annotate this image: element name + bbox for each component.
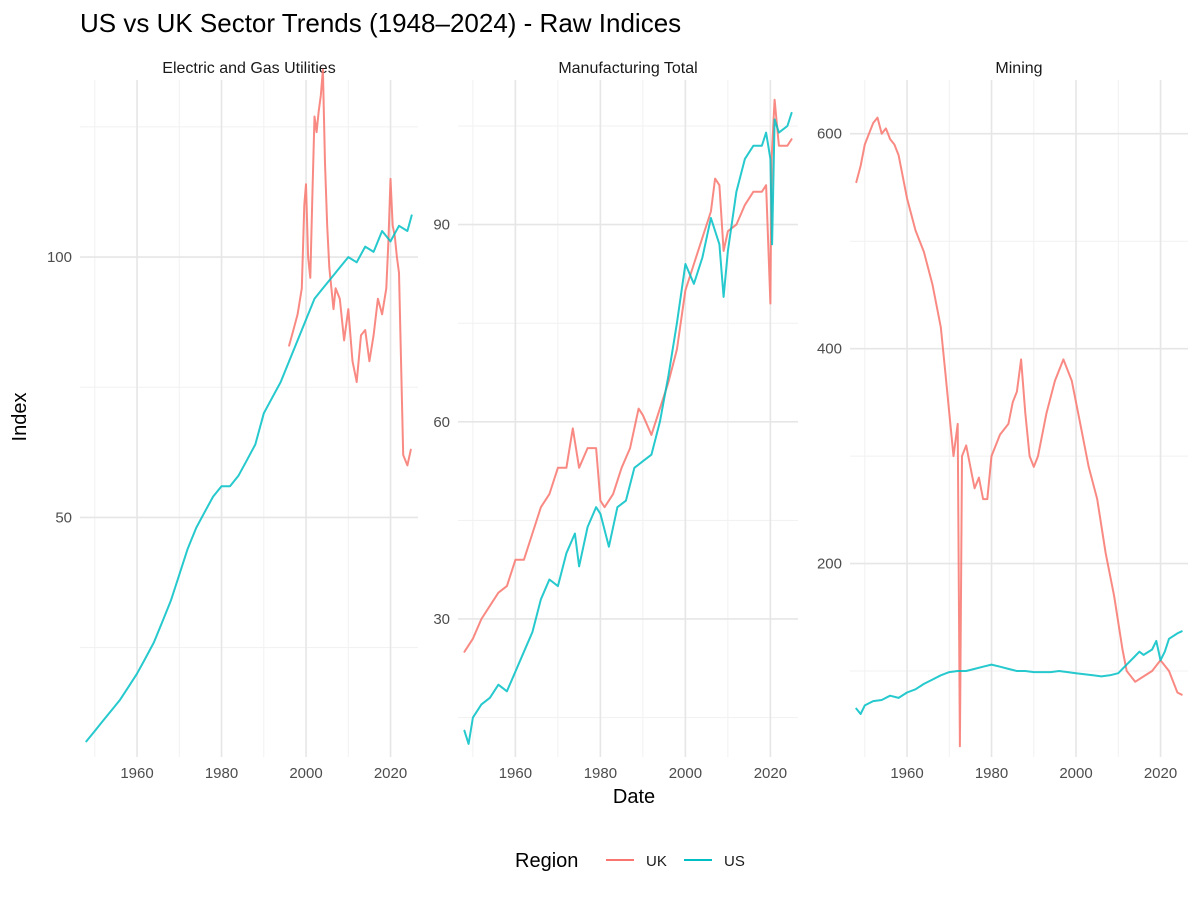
facet-title: Electric and Gas Utilities (162, 60, 335, 77)
legend-title: Region (515, 850, 578, 872)
x-tick-label: 2000 (669, 765, 702, 782)
facet-panel-1: Electric and Gas Utilities 1960 1980 2000 20… (47, 60, 418, 782)
facet-panel-3: Mining 1960 1980 2000 2020 200 400 600 (817, 60, 1188, 782)
y-tick-label: 100 (47, 249, 72, 266)
x-tick-label: 1960 (120, 765, 153, 782)
y-tick-label: 30 (433, 611, 450, 628)
series-line-uk (288, 68, 412, 467)
series-line-us (463, 111, 793, 745)
series-line-uk (855, 116, 1183, 748)
facet-panels: Electric and Gas Utilities 1960 1980 2000 20… (47, 60, 1188, 782)
x-tick-label: 2020 (374, 765, 407, 782)
x-tick-label: 1980 (205, 765, 238, 782)
x-tick-label: 1980 (584, 765, 617, 782)
y-tick-label: 90 (433, 217, 450, 234)
legend-label-uk: UK (646, 853, 667, 870)
facet-title: Manufacturing Total (558, 60, 697, 77)
series-line-us (85, 214, 413, 743)
y-tick-label: 200 (817, 556, 842, 573)
y-tick-label: 400 (817, 341, 842, 358)
legend-label-us: US (724, 853, 745, 870)
chart-title: US vs UK Sector Trends (1948–2024) - Raw… (80, 8, 681, 38)
facet-panel-2: Manufacturing Total 1960 1980 2000 2020 30 60 9… (433, 60, 798, 782)
legend: Region UK US (515, 850, 745, 872)
x-tick-label: 1960 (890, 765, 923, 782)
x-tick-label: 2020 (754, 765, 787, 782)
series-line-us (855, 630, 1183, 715)
x-tick-label: 2020 (1144, 765, 1177, 782)
x-tick-label: 2000 (1059, 765, 1092, 782)
x-tick-label: 2000 (289, 765, 322, 782)
x-axis-title: Date (613, 786, 655, 808)
y-tick-label: 50 (55, 509, 72, 526)
x-tick-label: 1960 (499, 765, 532, 782)
y-tick-label: 60 (433, 414, 450, 431)
facet-title: Mining (995, 60, 1042, 77)
x-tick-label: 1980 (975, 765, 1008, 782)
series-line-uk (463, 98, 793, 653)
y-axis-title: Index (9, 393, 31, 442)
y-tick-label: 600 (817, 126, 842, 143)
